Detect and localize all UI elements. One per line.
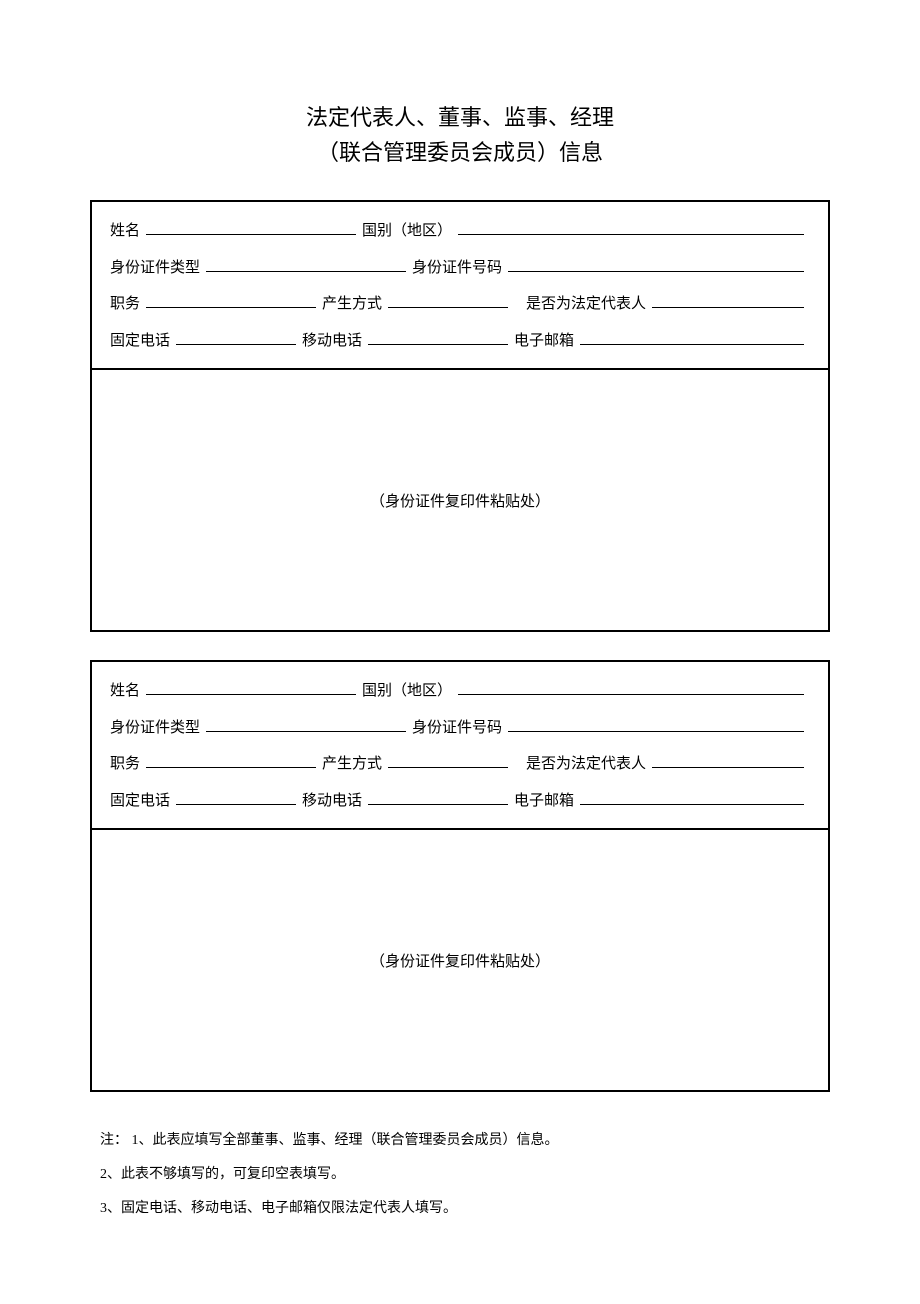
note-2: 2、此表不够填写的，可复印空表填写。 <box>100 1158 820 1192</box>
blank-method[interactable] <box>388 752 508 768</box>
paste-area-label: （身份证件复印件粘贴处） <box>370 490 550 511</box>
document-title: 法定代表人、董事、监事、经理 （联合管理委员会成员）信息 <box>90 100 830 170</box>
row-name-nationality: 姓名 国别（地区） <box>110 214 810 249</box>
notes-section: 注： 1、此表应填写全部董事、监事、经理（联合管理委员会成员）信息。 2、此表不… <box>90 1120 830 1229</box>
label-nationality: 国别（地区） <box>362 214 452 249</box>
label-is-legal-rep: 是否为法定代表人 <box>526 747 646 782</box>
blank-is-legal-rep[interactable] <box>652 752 804 768</box>
label-position: 职务 <box>110 287 140 322</box>
blank-id-type[interactable] <box>206 716 406 732</box>
row-position-method-legalrep: 职务 产生方式 是否为法定代表人 <box>110 287 810 322</box>
info-section-1: 姓名 国别（地区） 身份证件类型 身份证件号码 职务 产生方式 是否为法定代表人 <box>92 202 828 370</box>
label-email: 电子邮箱 <box>514 324 574 359</box>
row-idtype-idnumber: 身份证件类型 身份证件号码 <box>110 711 810 746</box>
title-line1: 法定代表人、董事、监事、经理 <box>306 105 614 130</box>
blank-is-legal-rep[interactable] <box>652 292 804 308</box>
label-method: 产生方式 <box>322 287 382 322</box>
blank-position[interactable] <box>146 752 316 768</box>
person-block-2: 姓名 国别（地区） 身份证件类型 身份证件号码 职务 产生方式 是否为法定代表人 <box>90 660 830 1092</box>
blank-id-type[interactable] <box>206 256 406 272</box>
label-method: 产生方式 <box>322 747 382 782</box>
id-copy-paste-area-2: （身份证件复印件粘贴处） <box>92 830 828 1090</box>
blank-id-number[interactable] <box>508 716 804 732</box>
blank-method[interactable] <box>388 292 508 308</box>
label-mobile: 移动电话 <box>302 784 362 819</box>
label-phone: 固定电话 <box>110 324 170 359</box>
blank-email[interactable] <box>580 329 804 345</box>
label-is-legal-rep: 是否为法定代表人 <box>526 287 646 322</box>
label-phone: 固定电话 <box>110 784 170 819</box>
label-position: 职务 <box>110 747 140 782</box>
person-block-1: 姓名 国别（地区） 身份证件类型 身份证件号码 职务 产生方式 是否为法定代表人 <box>90 200 830 632</box>
row-phone-mobile-email: 固定电话 移动电话 电子邮箱 <box>110 784 810 819</box>
blank-id-number[interactable] <box>508 256 804 272</box>
info-section-2: 姓名 国别（地区） 身份证件类型 身份证件号码 职务 产生方式 是否为法定代表人 <box>92 662 828 830</box>
blank-mobile[interactable] <box>368 789 508 805</box>
row-idtype-idnumber: 身份证件类型 身份证件号码 <box>110 251 810 286</box>
label-mobile: 移动电话 <box>302 324 362 359</box>
blank-mobile[interactable] <box>368 329 508 345</box>
blank-nationality[interactable] <box>458 679 804 695</box>
note-1: 注： 1、此表应填写全部董事、监事、经理（联合管理委员会成员）信息。 <box>100 1124 820 1158</box>
row-phone-mobile-email: 固定电话 移动电话 电子邮箱 <box>110 324 810 359</box>
blank-phone[interactable] <box>176 329 296 345</box>
blank-position[interactable] <box>146 292 316 308</box>
label-id-type: 身份证件类型 <box>110 711 200 746</box>
paste-area-label: （身份证件复印件粘贴处） <box>370 950 550 971</box>
blank-email[interactable] <box>580 789 804 805</box>
note-3: 3、固定电话、移动电话、电子邮箱仅限法定代表人填写。 <box>100 1192 820 1226</box>
label-email: 电子邮箱 <box>514 784 574 819</box>
row-position-method-legalrep: 职务 产生方式 是否为法定代表人 <box>110 747 810 782</box>
label-id-type: 身份证件类型 <box>110 251 200 286</box>
label-name: 姓名 <box>110 214 140 249</box>
id-copy-paste-area-1: （身份证件复印件粘贴处） <box>92 370 828 630</box>
label-id-number: 身份证件号码 <box>412 711 502 746</box>
label-id-number: 身份证件号码 <box>412 251 502 286</box>
row-name-nationality: 姓名 国别（地区） <box>110 674 810 709</box>
blank-name[interactable] <box>146 219 356 235</box>
blank-nationality[interactable] <box>458 219 804 235</box>
title-line2: （联合管理委员会成员）信息 <box>317 140 603 165</box>
blank-phone[interactable] <box>176 789 296 805</box>
label-name: 姓名 <box>110 674 140 709</box>
blank-name[interactable] <box>146 679 356 695</box>
label-nationality: 国别（地区） <box>362 674 452 709</box>
document-page: 法定代表人、董事、监事、经理 （联合管理委员会成员）信息 姓名 国别（地区） 身… <box>0 0 920 1289</box>
